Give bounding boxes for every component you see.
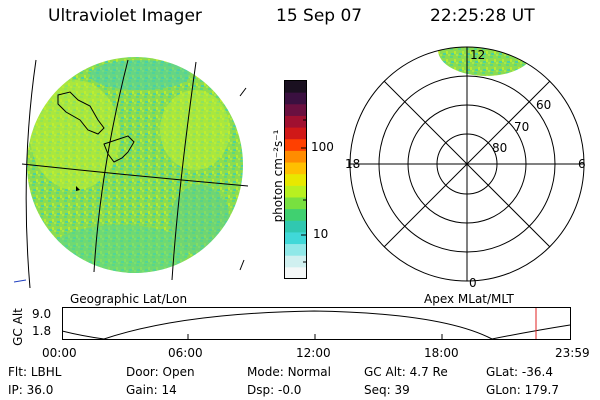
mlt-line-diagonal bbox=[383, 80, 551, 248]
glat-label: GLat: bbox=[486, 365, 519, 379]
altitude-ytick-max: 9.0 bbox=[32, 307, 52, 321]
colorbar bbox=[284, 80, 307, 280]
gcalt-value: 4.7 Re bbox=[409, 365, 448, 379]
polar-mlt-plot bbox=[349, 46, 585, 282]
colorbar-segment bbox=[285, 244, 306, 257]
altitude-xtick: 23:59 bbox=[555, 346, 590, 360]
colorbar-unit-label: photon cm⁻²s⁻¹ bbox=[271, 129, 285, 223]
longitude-line bbox=[93, 59, 129, 273]
dsp-value: -0.0 bbox=[277, 383, 302, 397]
mode-value: Normal bbox=[287, 365, 331, 379]
glon-field: GLon: 179.7 bbox=[486, 383, 559, 397]
ip-label: IP: bbox=[8, 383, 23, 397]
colorbar-segment bbox=[285, 127, 306, 140]
altitude-xtick: 00:00 bbox=[42, 346, 77, 360]
flt-value: LBHL bbox=[30, 365, 62, 379]
ip-value: 36.0 bbox=[26, 383, 54, 397]
dsp-field: Dsp: -0.0 bbox=[247, 383, 301, 397]
lat-label-60: 60 bbox=[536, 98, 552, 112]
colorbar-segment bbox=[285, 115, 306, 129]
geographic-caption: Geographic Lat/Lon bbox=[70, 292, 188, 306]
auroral-emission bbox=[438, 47, 534, 76]
altitude-curve bbox=[62, 310, 571, 340]
mlt-label-12: 12 bbox=[470, 48, 486, 62]
altitude-xtick: 06:00 bbox=[168, 346, 203, 360]
mode-field: Mode: Normal bbox=[247, 365, 331, 379]
instrument-title: Ultraviolet Imager bbox=[48, 6, 202, 26]
time-label: 22:25:28 UT bbox=[430, 6, 535, 26]
colorbar-segment bbox=[285, 174, 306, 187]
altitude-xtick: 12:00 bbox=[296, 346, 331, 360]
lat-label-70: 70 bbox=[514, 120, 530, 134]
colorbar-segment bbox=[285, 267, 306, 280]
colorbar-segment bbox=[285, 162, 306, 175]
lat-label-80: 80 bbox=[492, 141, 508, 155]
seq-value: 39 bbox=[394, 383, 410, 397]
apex-caption: Apex MLat/MLT bbox=[424, 292, 514, 306]
geographic-globe-image bbox=[13, 57, 249, 289]
colorbar-segment bbox=[285, 232, 306, 245]
mlt-label-0: 0 bbox=[469, 276, 477, 290]
glon-label: GLon: bbox=[486, 383, 521, 397]
coastline bbox=[57, 91, 105, 135]
altitude-ylabel: GC Alt bbox=[11, 308, 25, 346]
colorbar-segment bbox=[285, 197, 306, 210]
longitude-line bbox=[25, 59, 37, 289]
door-value: Open bbox=[162, 365, 195, 379]
altitude-xtick: 18:00 bbox=[424, 346, 459, 360]
longitude-line bbox=[171, 61, 197, 281]
coastline bbox=[103, 135, 135, 163]
gcalt-label: GC Alt: bbox=[364, 365, 406, 379]
altitude-plot-frame bbox=[62, 307, 571, 340]
colorbar-segment bbox=[285, 255, 306, 268]
glon-value: 179.7 bbox=[524, 383, 559, 397]
colorbar-segment bbox=[285, 81, 306, 94]
door-label: Door: bbox=[126, 365, 159, 379]
seq-label: Seq: bbox=[364, 383, 391, 397]
latitude-line bbox=[21, 163, 249, 187]
colorbar-segment bbox=[285, 92, 306, 105]
mode-label: Mode: bbox=[247, 365, 284, 379]
mlt-label-6: 6 bbox=[578, 157, 586, 171]
ip-field: IP: 36.0 bbox=[8, 383, 53, 397]
date-label: 15 Sep 07 bbox=[276, 6, 363, 26]
gain-value: 14 bbox=[161, 383, 177, 397]
colorbar-tick-10: 10 bbox=[313, 227, 329, 241]
altitude-ytick-min: 1.8 bbox=[32, 324, 52, 338]
glat-value: -36.4 bbox=[521, 365, 553, 379]
colorbar-tick-100: 100 bbox=[311, 140, 334, 154]
colorbar-segment bbox=[285, 104, 306, 117]
gain-field: Gain: 14 bbox=[126, 383, 177, 397]
glat-field: GLat: -36.4 bbox=[486, 365, 553, 379]
mlt-label-18: 18 bbox=[345, 157, 361, 171]
colorbar-segment bbox=[285, 209, 306, 222]
door-field: Door: Open bbox=[126, 365, 195, 379]
gcalt-field: GC Alt: 4.7 Re bbox=[364, 365, 448, 379]
flt-label: Flt: bbox=[8, 365, 27, 379]
seq-field: Seq: 39 bbox=[364, 383, 410, 397]
colorbar-segment bbox=[285, 139, 306, 152]
altitude-plot bbox=[62, 307, 571, 340]
colorbar-segment bbox=[285, 220, 306, 233]
island-marker bbox=[76, 186, 80, 191]
dsp-label: Dsp: bbox=[247, 383, 275, 397]
colorbar-segment bbox=[285, 185, 306, 198]
colorbar-segment bbox=[285, 150, 306, 164]
gain-label: Gain: bbox=[126, 383, 158, 397]
flt-field: Flt: LBHL bbox=[8, 365, 61, 379]
